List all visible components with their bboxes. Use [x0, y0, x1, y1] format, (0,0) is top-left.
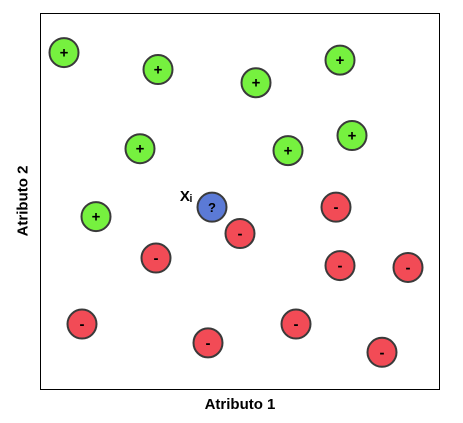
negative-point-label: -: [334, 199, 339, 216]
positive-point: [80, 201, 112, 233]
negative-point-label: -: [80, 316, 85, 333]
negative-point-label: -: [294, 316, 299, 333]
positive-point: [272, 135, 304, 167]
negative-point: [366, 336, 398, 368]
negative-point-label: -: [238, 226, 243, 243]
positive-point: [336, 120, 368, 152]
positive-point: [240, 67, 272, 99]
negative-point-label: -: [154, 250, 159, 267]
negative-point: [280, 308, 312, 340]
positive-point: [48, 37, 80, 69]
negative-point: [224, 218, 256, 250]
negative-point: [324, 250, 356, 282]
x-axis-label: Atributo 1: [204, 396, 276, 413]
positive-point-label: +: [154, 62, 163, 79]
negative-point: [140, 242, 172, 274]
positive-point: [324, 44, 356, 76]
positive-point: [124, 133, 156, 165]
plot-area: [40, 13, 440, 390]
positive-point-label: +: [252, 75, 261, 92]
y-axis-label: Atributo 2: [14, 165, 32, 237]
negative-point-label: -: [206, 335, 211, 352]
query-point-label: ?: [208, 200, 216, 215]
negative-point-label: -: [338, 258, 343, 275]
positive-point-label: +: [336, 52, 345, 69]
negative-point: [320, 191, 352, 223]
positive-point-label: +: [60, 45, 69, 62]
negative-point: [392, 251, 424, 283]
negative-point-label: -: [380, 344, 385, 361]
negative-point: [66, 308, 98, 340]
negative-point: [192, 327, 224, 359]
positive-point-label: +: [136, 141, 145, 158]
query-point: [196, 191, 228, 223]
positive-point-label: +: [284, 143, 293, 160]
positive-point-label: +: [92, 209, 101, 226]
query-point-name: Xᵢ: [180, 188, 192, 205]
positive-point-label: +: [348, 128, 357, 145]
positive-point: [142, 54, 174, 86]
negative-point-label: -: [406, 259, 411, 276]
